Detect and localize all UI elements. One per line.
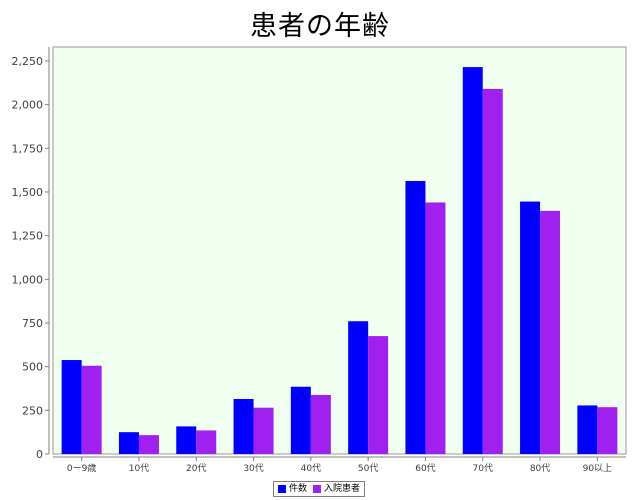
y-tick-label: 1,750 bbox=[12, 142, 44, 155]
x-tick-label: 50代 bbox=[358, 463, 378, 474]
bar bbox=[81, 365, 102, 454]
y-tick-label: 1,500 bbox=[12, 186, 44, 199]
x-tick-label: 10代 bbox=[129, 463, 149, 474]
bar bbox=[462, 67, 483, 454]
y-tick-label: 2,000 bbox=[12, 99, 44, 112]
bar bbox=[425, 202, 446, 454]
y-tick-label: 500 bbox=[22, 361, 43, 374]
bar bbox=[138, 435, 159, 454]
legend-label-inpatients: 入院患者 bbox=[324, 484, 361, 494]
bar bbox=[520, 201, 541, 454]
x-tick-label: 70代 bbox=[473, 463, 493, 474]
bar bbox=[196, 430, 217, 454]
bar bbox=[368, 336, 389, 454]
x-tick-label: 0ー9歳 bbox=[67, 462, 96, 474]
bar bbox=[540, 210, 561, 454]
legend-swatch-inpatients bbox=[313, 485, 322, 493]
bar bbox=[290, 386, 311, 454]
y-tick-label: 250 bbox=[22, 404, 43, 417]
bar bbox=[597, 407, 618, 454]
x-tick-label: 90以上 bbox=[583, 463, 612, 474]
y-tick-label: 0 bbox=[36, 448, 43, 461]
x-tick-label: 20代 bbox=[186, 463, 206, 474]
bar bbox=[310, 394, 331, 454]
bar bbox=[176, 426, 197, 454]
x-tick-label: 60代 bbox=[415, 463, 435, 474]
x-tick-label: 40代 bbox=[301, 463, 321, 474]
legend-item-count: 件数 bbox=[278, 483, 307, 495]
y-tick-label: 1,000 bbox=[12, 273, 44, 286]
bar bbox=[253, 407, 274, 454]
bar bbox=[577, 405, 598, 454]
legend-swatch-count bbox=[278, 485, 286, 493]
bar bbox=[405, 180, 426, 454]
legend-label-count: 件数 bbox=[289, 484, 308, 494]
y-tick-label: 750 bbox=[22, 317, 43, 330]
bar bbox=[118, 432, 139, 454]
y-tick-label: 1,250 bbox=[12, 230, 44, 243]
bar bbox=[61, 360, 82, 454]
legend-item-inpatients: 入院患者 bbox=[313, 483, 360, 495]
y-tick-label: 2,250 bbox=[12, 55, 44, 68]
x-tick-label: 80代 bbox=[530, 463, 550, 474]
x-tick-label: 30代 bbox=[243, 463, 263, 474]
bar bbox=[482, 88, 503, 455]
legend: 件数 入院患者 bbox=[273, 481, 366, 497]
bar bbox=[233, 398, 254, 454]
bar bbox=[348, 321, 369, 454]
chart-title: 患者の年齢 bbox=[250, 11, 390, 42]
